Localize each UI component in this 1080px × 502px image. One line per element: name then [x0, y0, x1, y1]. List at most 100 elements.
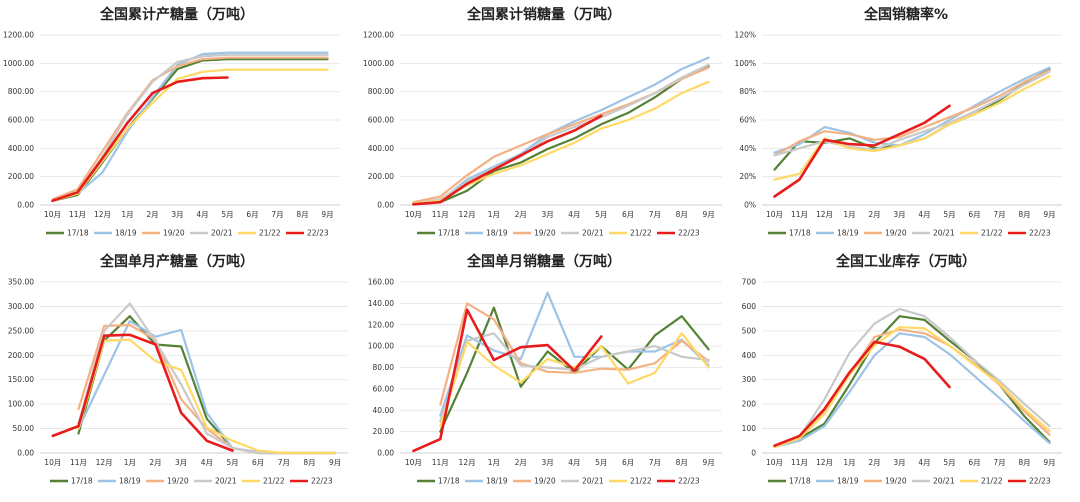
x-tick-label: 2月: [868, 458, 880, 467]
chart-panel-3: 全国销糖率% 0% 20% 40% 60% 80% 100% 120% 10月 11月 12月 1月 2…: [735, 6, 1062, 238]
y-tick-label: 120.00: [368, 320, 394, 329]
legend-item: 20/21: [912, 477, 955, 486]
legend-label: 19/20: [167, 477, 189, 486]
y-tick-label: 0%: [744, 201, 756, 210]
legend-item: 20/21: [561, 477, 604, 486]
chart-title: 全国单月销糖量（万吨）: [466, 253, 621, 270]
x-tick-label: 10月: [44, 458, 61, 467]
y-tick-label: 800.00: [368, 87, 394, 96]
legend-label: 22/23: [678, 229, 700, 238]
legend-label: 20/21: [582, 477, 604, 486]
x-tick-label: 1月: [488, 210, 500, 219]
y-tick-label: 600.00: [8, 116, 34, 125]
y-tick-label: 1000.00: [3, 59, 34, 68]
x-tick-label: 12月: [459, 210, 476, 219]
legend-label: 21/22: [630, 477, 652, 486]
x-tick-label: 3月: [541, 210, 553, 219]
y-tick-label: 100.00: [368, 342, 394, 351]
y-tick-label: 400.00: [8, 144, 34, 153]
x-tick-label: 7月: [271, 210, 283, 219]
legend-label: 22/23: [311, 477, 333, 486]
y-tick-label: 1000.00: [363, 59, 394, 68]
series-line-21-22: [51, 68, 329, 202]
legend-item: 22/23: [1008, 477, 1051, 486]
y-tick-label: 600.00: [368, 116, 394, 125]
legend-label: 19/20: [885, 477, 907, 486]
legend-label: 18/19: [837, 477, 859, 486]
legend-label: 17/18: [789, 229, 811, 238]
y-tick-label: 0: [751, 449, 756, 458]
x-tick-label: 3月: [171, 210, 183, 219]
x-tick-label: 1月: [488, 458, 500, 467]
legend-item: 21/22: [960, 477, 1003, 486]
x-tick-label: 9月: [1043, 210, 1055, 219]
y-tick-label: 100.00: [8, 400, 34, 409]
y-tick-label: 400.00: [368, 144, 394, 153]
series-line-22-23: [412, 114, 603, 206]
legend-item: 17/18: [768, 229, 811, 238]
y-tick-label: 0.00: [17, 449, 34, 458]
x-tick-label: 7月: [993, 210, 1005, 219]
legend-item: 22/23: [286, 229, 329, 238]
legend-label: 20/21: [211, 229, 233, 238]
y-tick-label: 20.00: [373, 427, 395, 436]
legend-item: 19/20: [146, 477, 189, 486]
y-tick-label: 200.00: [368, 172, 394, 181]
x-tick-label: 11月: [69, 210, 86, 219]
legend-item: 21/22: [960, 229, 1003, 238]
y-tick-label: 160.00: [368, 278, 394, 287]
legend-label: 18/19: [115, 229, 137, 238]
series-line-21-22: [77, 338, 337, 455]
x-tick-label: 6月: [246, 210, 258, 219]
y-tick-label: 40%: [739, 144, 756, 153]
legend-label: 17/18: [67, 229, 89, 238]
chart-title: 全国累计产糖量（万吨）: [99, 6, 254, 23]
legend-label: 21/22: [981, 229, 1003, 238]
y-tick-label: 120%: [735, 31, 756, 40]
legend-item: 21/22: [242, 477, 285, 486]
y-tick-label: 400: [742, 351, 757, 360]
y-tick-label: 150.00: [8, 375, 34, 384]
x-tick-label: 4月: [568, 458, 580, 467]
x-tick-label: 10月: [766, 458, 783, 467]
x-tick-label: 8月: [296, 210, 308, 219]
x-tick-label: 10月: [766, 210, 783, 219]
y-tick-label: 1200.00: [363, 31, 394, 40]
y-tick-label: 300: [742, 375, 757, 384]
chart-title: 全国工业库存（万吨）: [835, 253, 976, 270]
y-tick-label: 0.00: [377, 449, 394, 458]
legend-item: 19/20: [142, 229, 185, 238]
series-line-17-18: [412, 65, 710, 205]
x-tick-label: 4月: [196, 210, 208, 219]
legend-label: 17/18: [438, 229, 460, 238]
legend-item: 22/23: [290, 477, 333, 486]
x-tick-label: 12月: [816, 458, 833, 467]
x-tick-label: 7月: [649, 458, 661, 467]
x-tick-label: 5月: [943, 458, 955, 467]
x-tick-label: 5月: [595, 210, 607, 219]
legend-label: 21/22: [981, 477, 1003, 486]
legend-item: 19/20: [513, 477, 556, 486]
x-tick-label: 4月: [568, 210, 580, 219]
series-line-22-23: [51, 333, 234, 452]
x-tick-label: 11月: [432, 458, 449, 467]
series-line-20-21: [412, 63, 710, 205]
x-tick-label: 5月: [221, 210, 233, 219]
legend-label: 19/20: [534, 477, 556, 486]
y-tick-label: 200: [742, 400, 757, 409]
x-tick-label: 6月: [622, 458, 634, 467]
legend-label: 17/18: [71, 477, 93, 486]
legend-label: 22/23: [678, 477, 700, 486]
legend-label: 19/20: [885, 229, 907, 238]
legend-item: 22/23: [1008, 229, 1051, 238]
legend-item: 18/19: [465, 229, 508, 238]
series-line-18-19: [773, 66, 1051, 154]
legend-item: 20/21: [561, 229, 604, 238]
x-tick-label: 1月: [843, 458, 855, 467]
y-tick-label: 1200.00: [3, 31, 34, 40]
x-tick-label: 2月: [515, 210, 527, 219]
y-tick-label: 0.00: [377, 201, 394, 210]
y-tick-label: 600: [742, 302, 757, 311]
x-tick-label: 3月: [893, 458, 905, 467]
